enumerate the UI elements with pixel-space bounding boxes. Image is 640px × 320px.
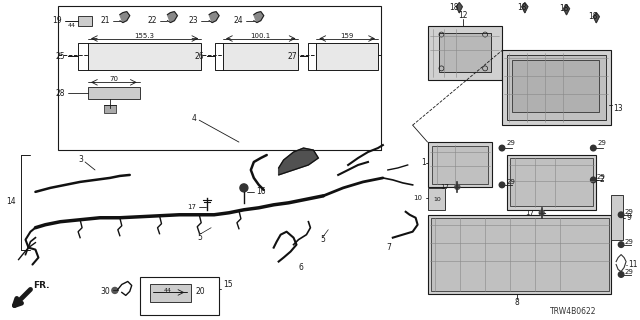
Circle shape: [540, 210, 544, 215]
Circle shape: [618, 212, 624, 218]
Polygon shape: [254, 12, 264, 23]
Circle shape: [240, 184, 248, 192]
Polygon shape: [209, 12, 219, 23]
Circle shape: [591, 145, 596, 151]
Text: 16: 16: [256, 188, 266, 196]
Bar: [104, 105, 116, 113]
Bar: [428, 142, 492, 187]
Text: 29: 29: [624, 239, 633, 245]
Circle shape: [112, 287, 118, 293]
Bar: [502, 51, 611, 125]
Text: 10: 10: [413, 195, 422, 201]
Text: 27: 27: [288, 52, 298, 61]
Text: 18: 18: [559, 4, 568, 13]
Bar: [507, 155, 596, 210]
Polygon shape: [120, 12, 130, 23]
Bar: [140, 277, 219, 315]
Text: 9: 9: [626, 213, 631, 222]
Text: 159: 159: [340, 33, 354, 38]
Text: 1: 1: [421, 158, 426, 167]
Text: 30: 30: [100, 287, 110, 296]
Bar: [58, 55, 381, 150]
Polygon shape: [456, 3, 462, 13]
Text: 17: 17: [188, 204, 196, 210]
Text: 18: 18: [449, 3, 459, 12]
Polygon shape: [564, 5, 570, 15]
Bar: [78, 16, 92, 26]
Text: 17: 17: [440, 184, 449, 190]
Circle shape: [618, 272, 624, 277]
Polygon shape: [522, 3, 528, 13]
Text: 22: 22: [147, 16, 157, 25]
Bar: [88, 87, 140, 99]
Bar: [611, 195, 623, 240]
Polygon shape: [593, 13, 599, 23]
Circle shape: [499, 145, 505, 151]
Text: 28: 28: [56, 89, 65, 98]
Circle shape: [618, 242, 624, 247]
Text: 29: 29: [624, 209, 633, 215]
Text: 29: 29: [597, 140, 606, 146]
Text: 14: 14: [6, 197, 15, 206]
Text: 18: 18: [589, 12, 598, 21]
Bar: [316, 43, 378, 70]
Text: 100.1: 100.1: [251, 33, 271, 38]
Text: 2: 2: [599, 175, 604, 184]
Bar: [440, 33, 491, 72]
Text: 29: 29: [596, 174, 605, 180]
Bar: [431, 146, 488, 184]
Text: 29: 29: [507, 140, 516, 146]
Text: 44: 44: [68, 23, 76, 28]
Text: 26: 26: [195, 52, 204, 61]
Text: 70: 70: [109, 76, 118, 82]
Text: 4: 4: [191, 114, 196, 123]
Text: FR.: FR.: [33, 281, 50, 290]
Text: 24: 24: [234, 16, 243, 25]
Text: 10: 10: [433, 197, 442, 202]
Polygon shape: [168, 12, 177, 23]
Bar: [431, 218, 609, 292]
Bar: [428, 215, 611, 294]
Text: 7: 7: [386, 243, 391, 252]
Text: 21: 21: [100, 16, 110, 25]
Bar: [510, 158, 593, 206]
Text: 8: 8: [515, 298, 519, 307]
Text: 29: 29: [507, 179, 516, 185]
Text: 6: 6: [298, 263, 303, 272]
Bar: [88, 43, 201, 70]
Text: TRW4B0622: TRW4B0622: [550, 307, 596, 316]
Circle shape: [591, 177, 596, 183]
Text: 5: 5: [321, 235, 325, 244]
Text: 25: 25: [56, 52, 65, 61]
Bar: [428, 26, 502, 80]
Text: 19: 19: [52, 16, 62, 25]
Text: 3: 3: [78, 156, 83, 164]
Bar: [223, 43, 298, 70]
Text: 13: 13: [613, 104, 623, 113]
Text: 5: 5: [197, 233, 202, 242]
Bar: [150, 284, 191, 302]
Text: 18: 18: [517, 3, 527, 12]
Text: 15: 15: [223, 280, 233, 289]
Circle shape: [499, 182, 505, 188]
Bar: [428, 188, 445, 210]
Bar: [507, 55, 606, 120]
Text: 17: 17: [525, 210, 534, 216]
Text: 12: 12: [458, 11, 468, 20]
Polygon shape: [278, 148, 318, 175]
Text: 23: 23: [189, 16, 198, 25]
Text: 20: 20: [195, 287, 205, 296]
Bar: [512, 60, 599, 112]
Bar: [58, 6, 381, 150]
Text: 29: 29: [624, 268, 633, 275]
Text: 155.3: 155.3: [134, 33, 155, 38]
Text: 44: 44: [163, 288, 172, 293]
Circle shape: [455, 184, 460, 189]
Text: 11: 11: [628, 260, 637, 269]
